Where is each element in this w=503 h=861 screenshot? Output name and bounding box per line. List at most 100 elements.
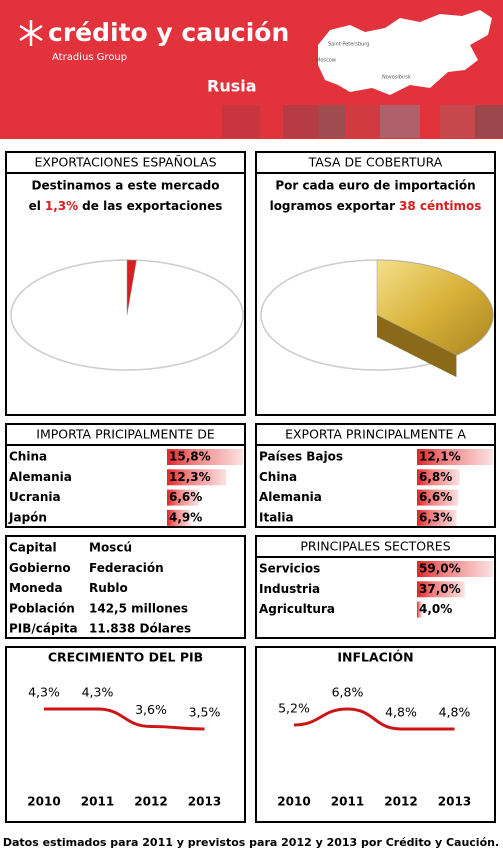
value-label: 15,8% <box>169 450 211 464</box>
category-label: Servicios <box>259 562 320 576</box>
value-label: 6,8% <box>332 685 364 700</box>
logo-icon <box>19 20 43 46</box>
bar <box>417 469 460 486</box>
brand-group: Atradius Group <box>52 52 127 63</box>
x-tick-label: 2010 <box>27 795 60 809</box>
chart-title: TASA DE COBERTURA <box>308 155 443 170</box>
x-tick-label: 2011 <box>331 795 364 809</box>
fact-label: PIB/cápita <box>9 622 78 636</box>
line <box>293 707 455 731</box>
annotation-prefix: logramos exportar <box>270 199 395 213</box>
pie-slice <box>126 259 137 316</box>
chart-title: EXPORTACIONES ESPAÑOLAS <box>34 155 216 170</box>
chart-title: INFLACIÓN <box>337 650 413 665</box>
bar <box>417 489 459 506</box>
value-label: 5,2% <box>278 701 310 716</box>
map-label: Saint Petersburg <box>328 42 369 48</box>
bar <box>417 581 465 598</box>
fact-label: Población <box>9 601 75 615</box>
line <box>44 707 205 731</box>
footer-note: Datos estimados para 2011 y previstos pa… <box>3 836 499 849</box>
bar <box>417 449 493 465</box>
category-label: Italia <box>259 510 294 524</box>
value-label: 38 céntimos <box>399 199 481 213</box>
fact-label: Capital <box>9 541 57 555</box>
chart-title: EXPORTA PRINCIPALMENTE A <box>285 427 466 442</box>
pie-depth <box>377 315 457 378</box>
category-label: Países Bajos <box>259 450 343 464</box>
annotation-suffix: de las exportaciones <box>82 199 222 213</box>
brand: crédito y caución <box>48 18 289 47</box>
fact-label: Moneda <box>9 581 63 595</box>
annotation-prefix: el <box>29 199 41 213</box>
x-tick-label: 2010 <box>277 795 310 809</box>
chart-title: IMPORTA PRICIPALMENTE DE <box>36 427 215 442</box>
value-label: 3,5% <box>189 705 221 720</box>
bar <box>167 509 191 526</box>
bar <box>167 449 243 465</box>
category-label: Ucrania <box>9 490 61 504</box>
value-label: 3,6% <box>135 702 167 717</box>
deco <box>222 105 260 138</box>
value-label: 4,8% <box>385 705 417 720</box>
title-bar <box>5 423 246 446</box>
value-label: 4,3% <box>28 685 60 700</box>
title-bar <box>255 151 496 174</box>
category-label: China <box>9 450 47 464</box>
chart-title: PRINCIPALES SECTORES <box>300 539 450 554</box>
value-label: 12,3% <box>169 470 211 484</box>
map <box>318 10 492 95</box>
value-label: 6,8% <box>419 470 452 484</box>
fact-value: 11.838 Dólares <box>89 622 191 636</box>
value-label: 6,6% <box>169 490 202 504</box>
panel-border <box>5 646 246 823</box>
country: Rusia <box>207 77 257 96</box>
header: crédito y caución Atradius Group Rusia S… <box>0 0 503 139</box>
fact-value: Rublo <box>89 581 128 595</box>
bar <box>417 601 423 618</box>
deco <box>380 105 420 138</box>
deco <box>345 105 380 138</box>
deco <box>440 105 475 138</box>
title-bar <box>255 423 496 446</box>
fact-value: 142,5 millones <box>89 601 188 615</box>
subtitle: Por cada euro de importación <box>275 179 475 193</box>
annotation: el 1,3% de las exportaciones <box>29 199 223 213</box>
category-label: Industria <box>259 582 320 596</box>
x-tick-label: 2011 <box>81 795 114 809</box>
category-label: Alemania <box>259 490 322 504</box>
deco <box>283 105 318 138</box>
value-label: 6,6% <box>419 490 452 504</box>
title-bar <box>255 535 496 558</box>
panel-border <box>5 535 246 639</box>
chart-title: CRECIMIENTO DEL PIB <box>48 650 203 665</box>
map-label: Novosibirsk <box>382 75 411 81</box>
pie-slice <box>376 259 494 356</box>
fact-value: Moscú <box>89 541 132 555</box>
category-label: Agricultura <box>259 602 335 616</box>
value-label: 4,0% <box>419 602 452 616</box>
bar <box>417 561 493 577</box>
subtitle: Destinamos a este mercado <box>31 179 219 193</box>
x-tick-label: 2013 <box>188 795 221 809</box>
fact-value: Federación <box>89 561 164 575</box>
bar <box>417 509 457 526</box>
map-label: Moscow <box>316 58 336 64</box>
panel-border <box>255 646 496 823</box>
value-label: 6,3% <box>419 510 452 524</box>
title-bar <box>5 151 246 174</box>
value-label: 4,9% <box>169 510 202 524</box>
category-label: Japón <box>8 510 47 524</box>
bar <box>167 489 199 506</box>
deco <box>475 105 503 138</box>
value-label: 4,8% <box>439 705 471 720</box>
value-label: 1,3% <box>45 199 78 213</box>
value-label: 12,1% <box>419 450 461 464</box>
value-label: 4,3% <box>82 685 114 700</box>
x-tick-label: 2012 <box>134 795 167 809</box>
bar <box>167 469 227 486</box>
category-label: Alemania <box>9 470 72 484</box>
facts-panel <box>5 535 246 639</box>
x-tick-label: 2013 <box>438 795 471 809</box>
